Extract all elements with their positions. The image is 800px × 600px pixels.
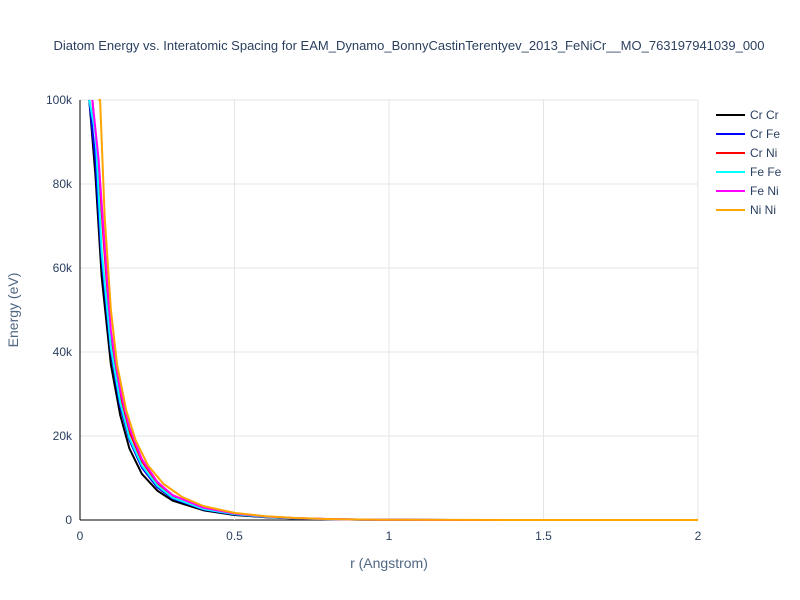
x-tick-label: 2	[695, 529, 702, 543]
legend-label-fe-fe: Fe Fe	[750, 165, 782, 179]
series-line-fe-ni	[91, 99, 698, 521]
series-line-fe-fe	[88, 99, 698, 521]
y-tick-label: 40k	[53, 345, 73, 359]
legend: Cr Cr Cr Fe Cr Ni Fe Fe Fe Ni Ni Ni	[716, 108, 782, 217]
series-layer	[88, 99, 698, 521]
y-tick-label: 80k	[53, 177, 73, 191]
chart-title: Diatom Energy vs. Interatomic Spacing fo…	[53, 38, 764, 53]
legend-label-cr-cr: Cr Cr	[750, 108, 779, 122]
grid-lines	[79, 99, 699, 521]
y-axis-label: Energy (eV)	[5, 273, 21, 348]
x-axis-label: r (Angstrom)	[350, 555, 428, 571]
series-line-cr-cr	[88, 99, 698, 521]
series-line-ni-ni	[98, 99, 698, 521]
x-tick-label: 0.5	[226, 529, 243, 543]
legend-label-cr-fe: Cr Fe	[750, 127, 780, 141]
tick-labels: 0 0.5 1 1.5 2 0 20k 40k 60k 80k 100k	[46, 93, 702, 543]
y-tick-label: 0	[65, 513, 72, 527]
x-tick-label: 1.5	[535, 529, 552, 543]
legend-label-fe-ni: Fe Ni	[750, 184, 779, 198]
y-tick-label: 20k	[53, 429, 73, 443]
x-tick-label: 1	[386, 529, 393, 543]
series-line-cr-ni	[91, 99, 698, 521]
legend-label-ni-ni: Ni Ni	[750, 203, 776, 217]
y-tick-label: 60k	[53, 261, 73, 275]
legend-label-cr-ni: Cr Ni	[750, 146, 777, 160]
x-tick-label: 0	[77, 529, 84, 543]
series-line-cr-fe	[88, 99, 698, 521]
y-tick-label: 100k	[46, 93, 73, 107]
